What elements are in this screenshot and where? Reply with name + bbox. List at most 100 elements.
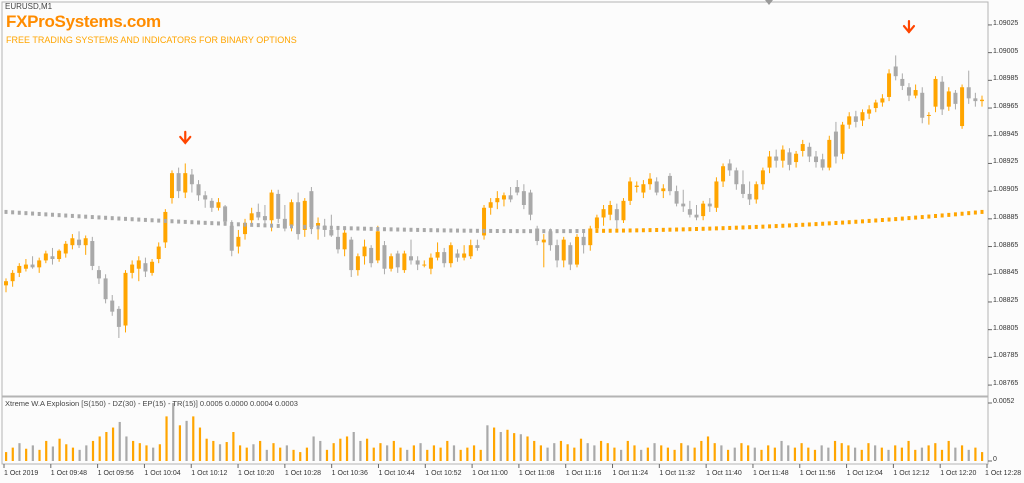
candle-down xyxy=(309,191,314,228)
ma-dot xyxy=(860,219,864,224)
ma-dot xyxy=(137,217,141,222)
histogram-bar xyxy=(760,449,763,461)
ma-dot xyxy=(236,222,240,227)
histogram-bar xyxy=(305,447,309,461)
histogram-bar xyxy=(954,447,957,461)
ma-dot xyxy=(960,211,964,216)
histogram-bar xyxy=(11,447,14,461)
ma-dot xyxy=(548,229,552,234)
histogram-bar xyxy=(299,452,302,461)
ma-dot xyxy=(356,226,360,231)
candle-down xyxy=(734,170,739,185)
candle-down xyxy=(966,87,971,99)
ma-dot xyxy=(827,221,831,226)
candle-down xyxy=(90,241,95,266)
candle-down xyxy=(296,202,301,235)
ma-dot xyxy=(562,229,566,234)
ma-dot xyxy=(628,228,632,233)
histogram-bar xyxy=(907,440,910,461)
ma-dot xyxy=(748,225,752,230)
candle-up xyxy=(760,170,765,185)
candle-down xyxy=(568,245,573,265)
price-tick-label: 1.08865 xyxy=(993,241,1019,249)
histogram-bar xyxy=(152,447,155,461)
histogram-bar xyxy=(125,436,128,461)
ma-dot xyxy=(668,227,672,232)
candle-down xyxy=(920,92,925,118)
chart-shift-marker[interactable] xyxy=(765,0,773,5)
ma-dot xyxy=(469,228,473,233)
candle-up xyxy=(634,185,639,187)
histogram-bar xyxy=(773,447,776,461)
ma-dot xyxy=(874,218,878,223)
ma-dot xyxy=(57,213,61,218)
candle-down xyxy=(382,245,387,269)
histogram-bar xyxy=(31,445,34,461)
histogram-bar xyxy=(914,449,917,461)
histogram-bar xyxy=(71,447,75,461)
histogram-bar xyxy=(325,449,329,461)
time-tick-label: 1 Oct 10:04 xyxy=(144,470,181,477)
candle-up xyxy=(389,256,394,269)
ma-dot xyxy=(243,222,247,227)
histogram-bar xyxy=(813,449,817,461)
candle-up xyxy=(541,239,546,243)
histogram-bar xyxy=(172,403,175,461)
candle-up xyxy=(236,236,241,247)
ma-dot xyxy=(914,215,918,220)
histogram-bar xyxy=(452,445,456,461)
candle-down xyxy=(774,156,779,161)
ma-dot xyxy=(927,214,931,219)
histogram-bar xyxy=(640,449,643,461)
ma-dot xyxy=(363,226,367,231)
histogram-bar xyxy=(947,440,950,461)
histogram-bar xyxy=(252,444,255,461)
histogram-bar xyxy=(599,440,603,461)
histogram-bar xyxy=(58,438,61,461)
time-tick-label: 1 Oct 11:32 xyxy=(659,470,695,477)
histogram-bar xyxy=(853,447,857,461)
ma-dot xyxy=(117,216,121,221)
histogram-bar xyxy=(974,447,977,461)
candle-down xyxy=(203,195,208,200)
time-tick-label: 1 Oct 11:40 xyxy=(706,470,742,477)
histogram-bar xyxy=(486,425,489,461)
ma-dot xyxy=(409,227,413,232)
ma-dot xyxy=(973,210,977,215)
brand-tagline: FREE TRADING SYSTEMS AND INDICATORS FOR … xyxy=(6,35,297,45)
candle-up xyxy=(428,257,433,269)
ma-dot xyxy=(263,223,267,228)
ma-dot xyxy=(661,227,665,232)
histogram-bar xyxy=(566,444,569,461)
time-tick-label: 1 Oct 11:48 xyxy=(752,470,789,477)
price-tick-label: 1.08825 xyxy=(993,296,1019,304)
candle-down xyxy=(535,228,540,242)
ma-dot xyxy=(489,228,493,233)
candle-down xyxy=(674,191,679,204)
histogram-bar xyxy=(45,440,48,461)
histogram-bar xyxy=(292,449,295,461)
price-tick-label: 1.09025 xyxy=(993,19,1019,27)
histogram-bar xyxy=(165,416,168,461)
histogram-bar xyxy=(960,445,964,461)
price-tick-label: 1.08845 xyxy=(993,269,1019,277)
candle-up xyxy=(913,90,918,96)
ma-dot xyxy=(436,228,440,233)
ma-dot xyxy=(588,228,592,233)
ma-dot xyxy=(641,228,645,233)
ma-dot xyxy=(429,228,433,233)
candle-down xyxy=(747,193,752,200)
ma-dot xyxy=(309,225,313,230)
ma-dot xyxy=(329,225,333,230)
candle-down xyxy=(409,256,414,261)
histogram-bar xyxy=(265,449,268,461)
candle-down xyxy=(853,116,858,122)
candle-up xyxy=(183,173,188,193)
candle-up xyxy=(794,153,799,163)
ma-dot xyxy=(343,226,347,231)
ma-dot xyxy=(854,219,858,224)
candle-up xyxy=(847,116,852,125)
time-tick-label: 1 Oct 10:28 xyxy=(284,470,322,477)
ma-dot xyxy=(980,209,984,214)
